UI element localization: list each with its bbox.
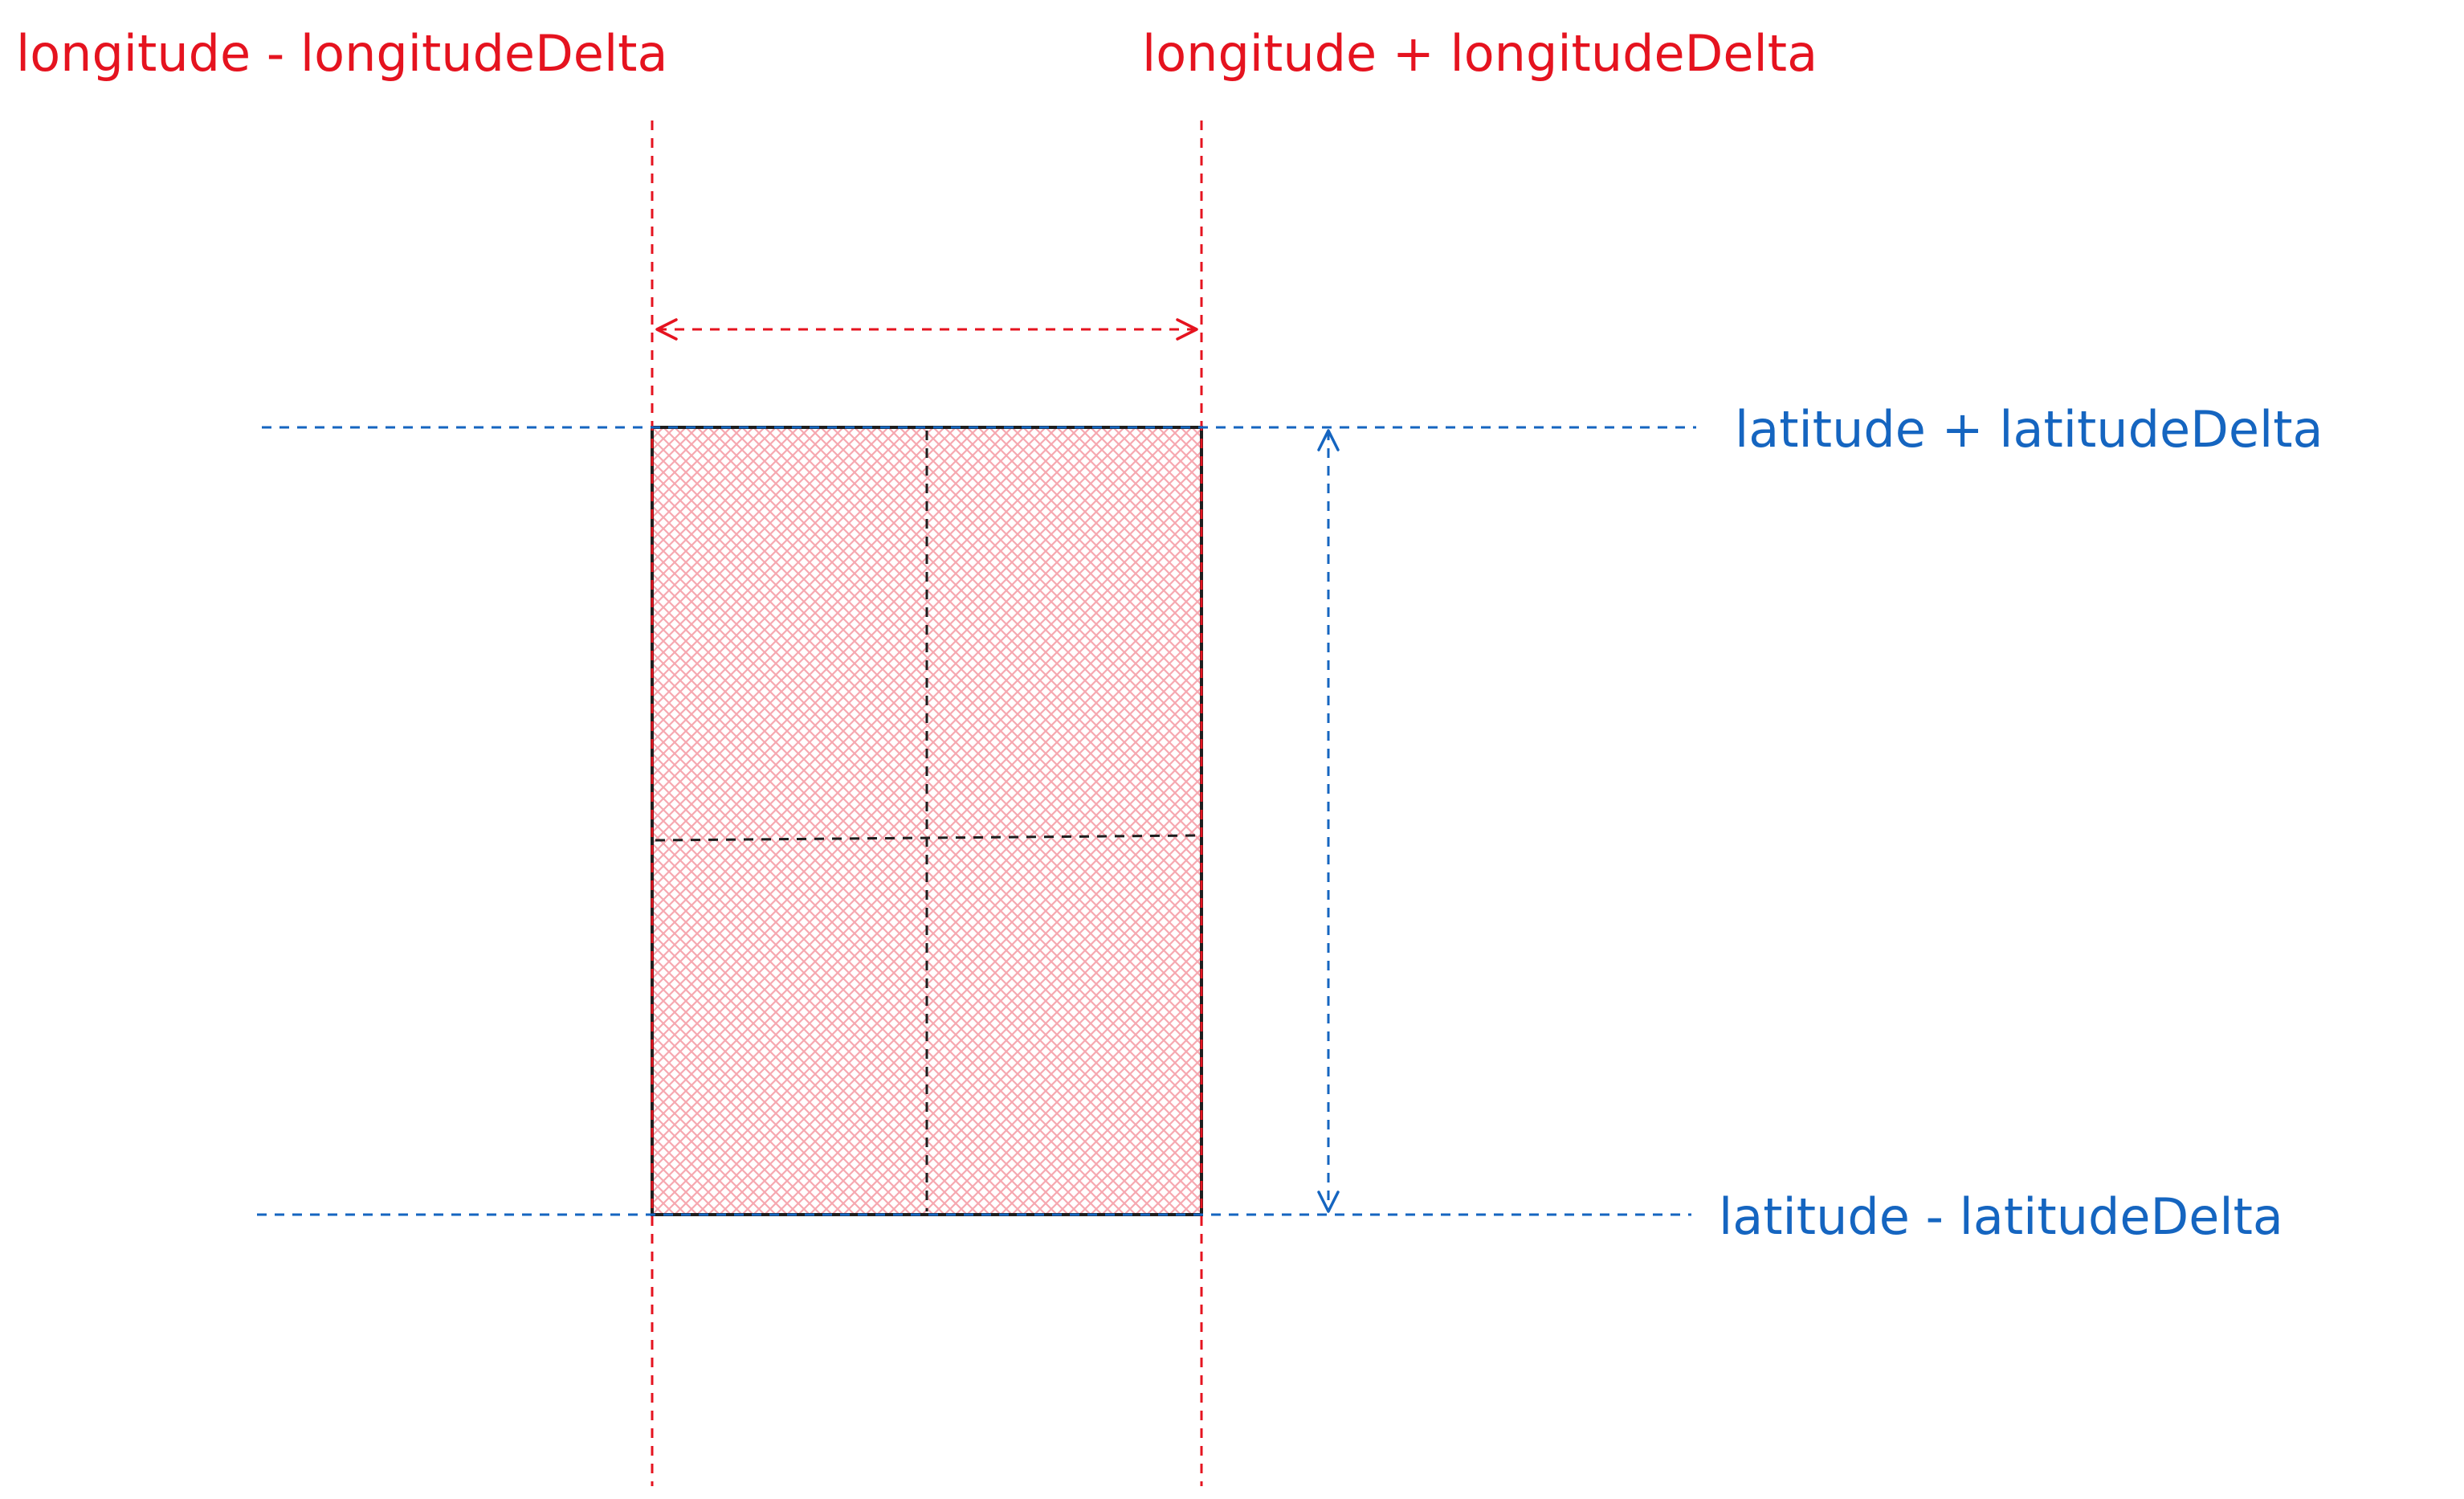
center-horizontal-divider — [655, 834, 1199, 842]
label-latitude-plus: latitude + latitudeDelta — [1735, 400, 2323, 459]
label-latitude-minus: latitude - latitudeDelta — [1719, 1187, 2283, 1246]
label-longitude-minus: longitude - longitudeDelta — [16, 24, 667, 83]
region-border — [651, 426, 1203, 1216]
label-longitude-plus: longitude + longitudeDelta — [1142, 24, 1817, 83]
